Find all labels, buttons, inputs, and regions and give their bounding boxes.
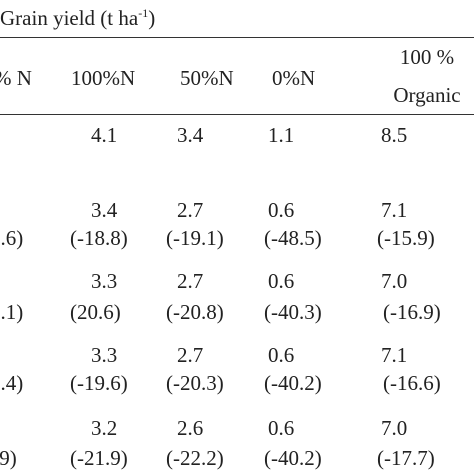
row2-col4: 0.6 xyxy=(268,198,295,222)
title-main: Grain yield (t ha xyxy=(0,6,139,30)
row2-col4-sub: (-48.5) xyxy=(264,226,322,250)
row4-col3: 2.7 xyxy=(177,343,204,367)
row2-col1-sub: 5.6) xyxy=(0,226,24,250)
table-title: Grain yield (t ha-1) xyxy=(0,6,155,30)
row1-col2: 4.1 xyxy=(91,123,118,147)
title-rule xyxy=(0,37,474,38)
column-header-4: 0%N xyxy=(272,66,316,90)
row5-col5: 7.0 xyxy=(381,416,408,440)
row5-col4-sub: (-40.2) xyxy=(264,446,322,470)
title-sup: -1 xyxy=(138,6,149,20)
row3-col5-sub: (-16.9) xyxy=(383,300,441,324)
row1-col5: 8.5 xyxy=(381,123,408,147)
row2-col3-sub: (-19.1) xyxy=(166,226,224,250)
row3-col2-sub: (20.6) xyxy=(70,300,121,324)
row4-col2-sub: (-19.6) xyxy=(70,371,128,395)
row3-col4: 0.6 xyxy=(268,269,295,293)
row2-col2: 3.4 xyxy=(91,198,118,222)
column-header-2: 100%N xyxy=(71,66,136,90)
row3-col4-sub: (-40.3) xyxy=(264,300,322,324)
row5-col1-sub: .9) xyxy=(0,446,17,470)
row5-col4: 0.6 xyxy=(268,416,295,440)
row5-col5-sub: (-17.7) xyxy=(377,446,435,470)
column-header-1: % N xyxy=(0,66,32,90)
row3-col5: 7.0 xyxy=(381,269,408,293)
row2-col3: 2.7 xyxy=(177,198,204,222)
title-end: ) xyxy=(148,6,156,30)
row3-col3-sub: (-20.8) xyxy=(166,300,224,324)
row5-col2-sub: (-21.9) xyxy=(70,446,128,470)
row3-col2: 3.3 xyxy=(91,269,118,293)
column-header-5-line1: 100 % xyxy=(399,45,455,69)
row2-col5-sub: (-15.9) xyxy=(377,226,435,250)
row4-col4: 0.6 xyxy=(268,343,295,367)
row4-col3-sub: (-20.3) xyxy=(166,371,224,395)
row4-col2: 3.3 xyxy=(91,343,118,367)
row3-col3: 2.7 xyxy=(177,269,204,293)
row1-col4: 1.1 xyxy=(268,123,295,147)
row4-col5: 7.1 xyxy=(381,343,408,367)
row5-col2: 3.2 xyxy=(91,416,118,440)
row5-col3: 2.6 xyxy=(177,416,204,440)
row4-col4-sub: (-40.2) xyxy=(264,371,322,395)
row3-col1-sub: 9.1) xyxy=(0,300,24,324)
column-header-3: 50%N xyxy=(180,66,234,90)
row2-col5: 7.1 xyxy=(381,198,408,222)
row5-col3-sub: (-22.2) xyxy=(166,446,224,470)
header-rule xyxy=(0,114,474,115)
row4-col1-sub: 7.4) xyxy=(0,371,24,395)
column-header-5-line2: Organic xyxy=(393,83,461,107)
row4-col5-sub: (-16.6) xyxy=(383,371,441,395)
row2-col2-sub: (-18.8) xyxy=(70,226,128,250)
row1-col3: 3.4 xyxy=(177,123,204,147)
